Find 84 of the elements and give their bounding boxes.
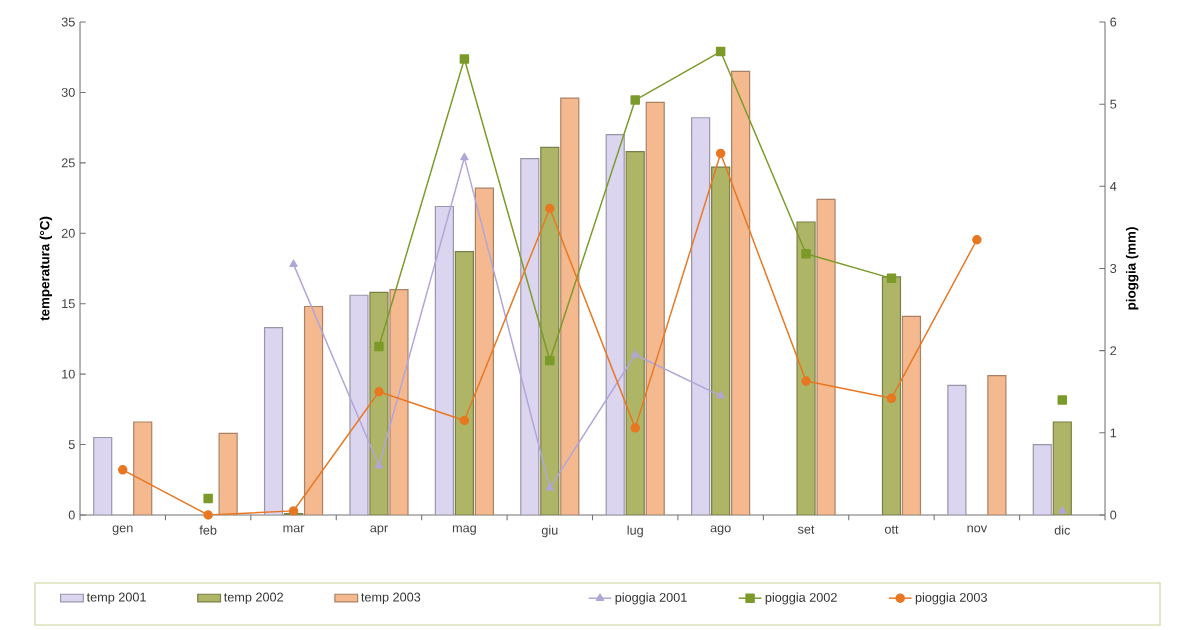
bar [93,436,113,515]
point [117,465,128,475]
bar [454,250,474,515]
x-tick-label: lug [627,525,643,538]
bar [303,305,324,515]
point [972,234,982,245]
point [289,259,298,268]
point [886,393,897,404]
y2-tick-label: 1 [1110,428,1117,438]
bar [605,134,625,515]
point [630,95,640,105]
bar [731,70,751,515]
x-tick-label: gen [112,525,133,535]
bar [520,158,540,515]
y-tick-label: 20 [61,228,75,238]
bar [474,187,494,515]
point [630,423,640,433]
bar [263,327,284,515]
point [203,510,213,520]
x-tick-label: mag [452,525,476,535]
y-tick-label: 35 [61,17,75,27]
y-tick-label: 5 [68,440,75,449]
point [1057,395,1068,405]
point [801,376,811,386]
y2-axis-title: pioggia (mm) [1125,227,1139,310]
point [374,460,384,469]
y-tick-label: 0 [68,510,75,520]
point [374,341,384,352]
point [715,46,726,57]
x-tick-label: set [797,525,815,534]
legend-label: pioggia 2002 [765,592,837,605]
point [631,350,640,358]
point [1058,506,1067,514]
bar [133,421,153,515]
y2-tick-label: 0 [1110,510,1117,520]
bar [796,221,816,515]
bar [711,166,731,515]
y2-tick-label: 3 [1110,264,1117,273]
point [459,54,470,64]
legend-label: temp 2001 [86,592,146,605]
x-tick-label: ago [710,525,731,535]
point [545,355,555,366]
legend-label: pioggia 2003 [915,592,987,605]
bar [560,97,580,515]
bar [1052,421,1072,515]
x-tick-label: giu [541,525,558,538]
point [288,506,299,516]
point [374,387,384,397]
point [545,483,555,491]
y-tick-label: 25 [61,158,75,168]
point [545,203,555,214]
point [886,273,897,284]
bar [901,315,922,515]
point [801,248,811,259]
point [716,391,725,399]
point [203,493,213,504]
bar [369,291,389,515]
y-tick-label: 10 [62,369,75,379]
x-tick-label: mar [283,525,305,533]
x-tick-label: dic [1054,525,1071,535]
bar [645,101,665,515]
point [715,148,726,159]
bar [434,205,454,515]
y-axis-title: temperatura (°C) [39,216,53,321]
point [460,152,469,161]
y2-tick-label: 5 [1110,99,1117,109]
legend-label: pioggia 2001 [615,592,687,605]
x-tick-label: apr [370,525,388,535]
y2-tick-label: 6 [1110,17,1117,27]
bar [881,276,902,515]
y2-tick-label: 4 [1110,181,1117,191]
x-tick-label: nov [967,525,988,533]
bar [540,146,560,515]
legend-label: temp 2003 [361,592,421,605]
x-tick-label: feb [199,525,217,535]
bar [691,117,711,515]
y-tick-label: 15 [62,299,75,309]
legend-label: temp 2002 [223,592,283,605]
point [459,415,470,426]
bar [625,150,645,515]
y-tick-label: 30 [61,87,75,97]
y2-tick-label: 2 [1110,346,1117,356]
x-tick-label: ott [884,525,899,534]
bar [1032,443,1052,515]
